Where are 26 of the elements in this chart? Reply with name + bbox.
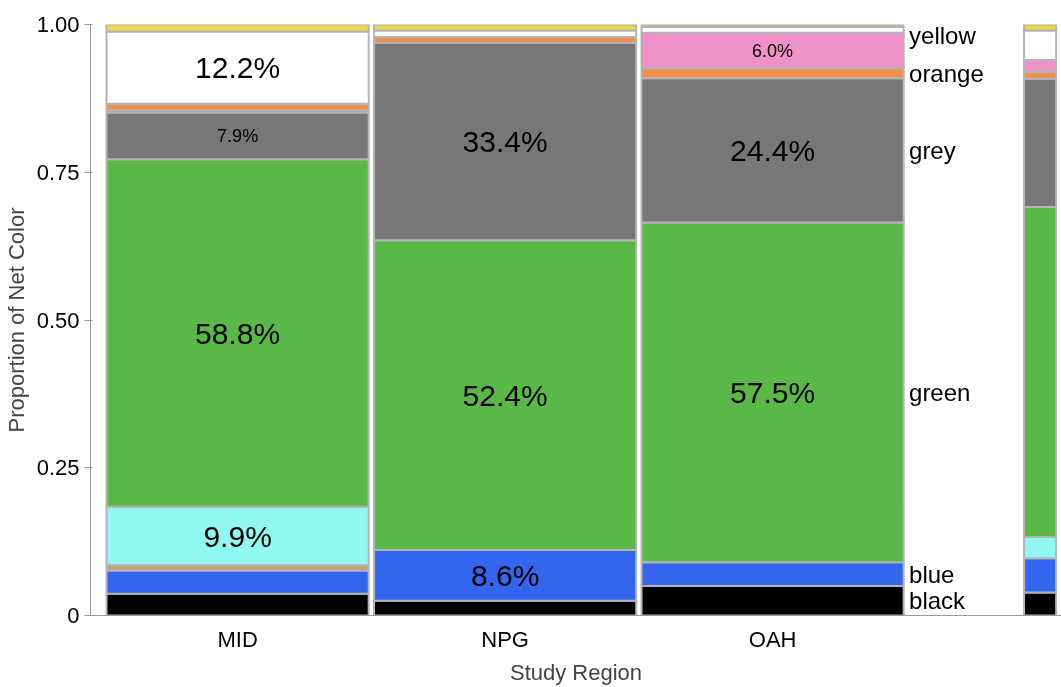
data-label: 12.2%: [195, 51, 281, 85]
y-tick-label: 0: [67, 603, 80, 628]
series-label: green: [909, 378, 971, 406]
y-tick-label: 0.25: [36, 455, 80, 481]
series-label: blue: [909, 560, 955, 588]
y-tick-label: 1.00: [36, 12, 80, 37]
data-label: 8.6%: [470, 558, 540, 592]
y-tick-label: 0.75: [36, 159, 80, 185]
data-label: 52.4%: [462, 378, 548, 412]
x-tick-label: MID: [217, 626, 258, 652]
x-axis-title: Study Region: [509, 659, 643, 685]
data-label: 7.9%: [217, 125, 259, 146]
data-label: 9.9%: [203, 519, 272, 553]
x-tick-label: NPG: [481, 626, 529, 652]
series-label: black: [909, 587, 967, 615]
data-label: 6.0%: [752, 40, 794, 61]
data-label: 24.4%: [730, 133, 816, 167]
series-label: grey: [909, 136, 956, 164]
series-label: orange: [909, 59, 984, 87]
data-label: 33.4%: [462, 125, 548, 159]
x-tick-label: OAH: [748, 626, 797, 652]
y-axis-title: Proportion of Net Color: [3, 207, 29, 433]
series-label: yellow: [909, 21, 977, 49]
data-label: 57.5%: [730, 375, 816, 409]
data-label: 58.8%: [195, 316, 281, 350]
y-tick-label: 0.50: [36, 307, 80, 333]
